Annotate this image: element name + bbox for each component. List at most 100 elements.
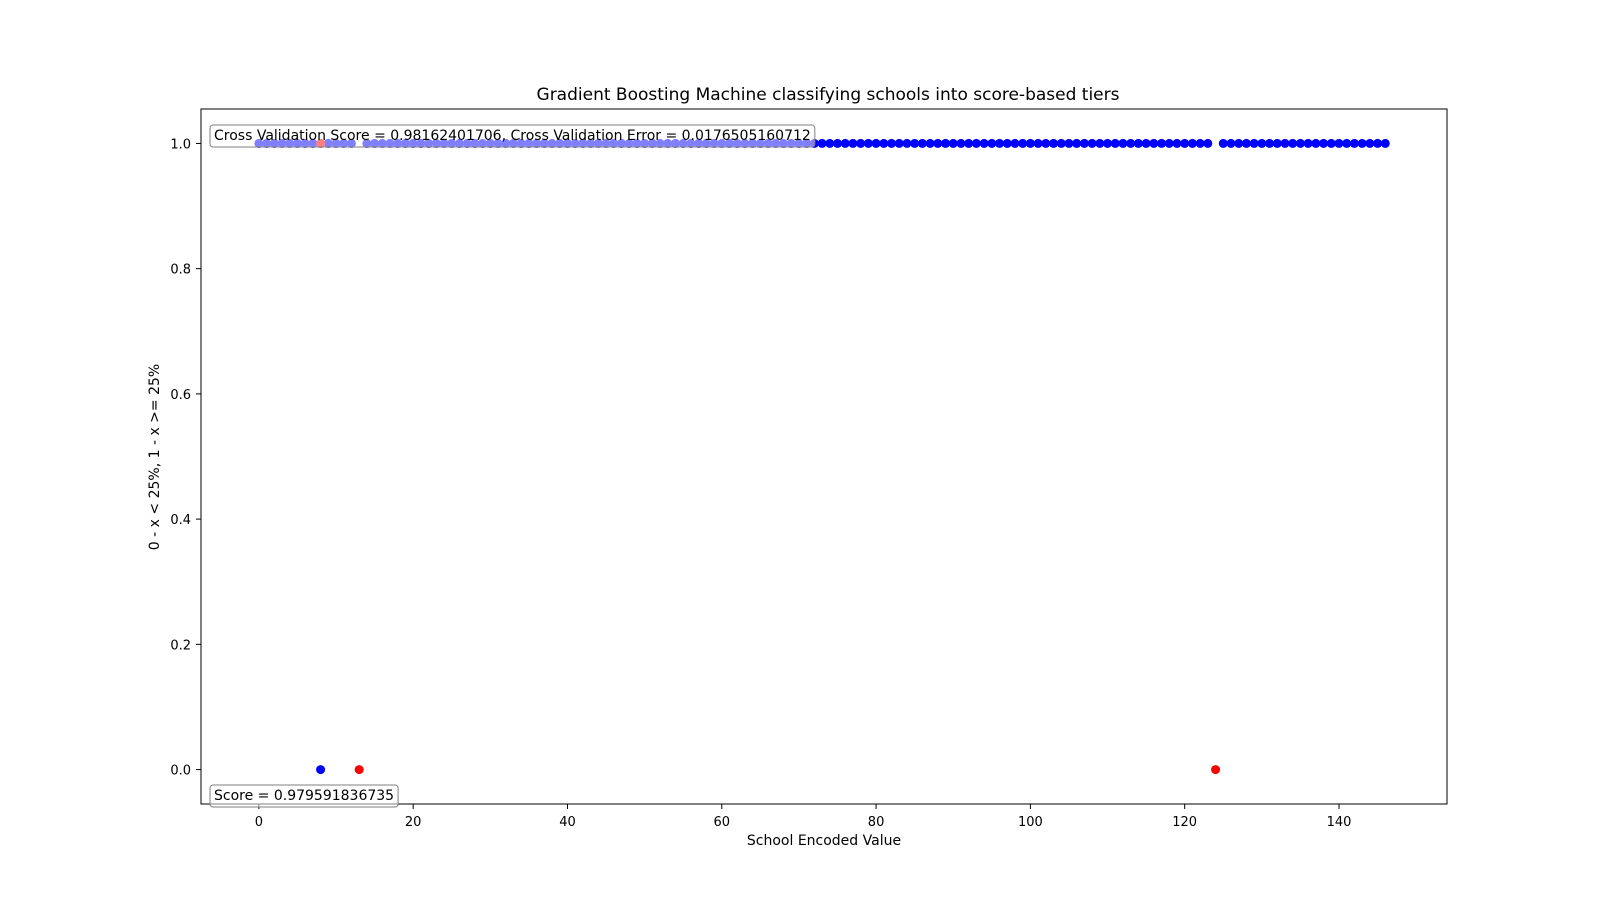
x-tick-label: 20 (405, 815, 422, 830)
point-blue (1380, 138, 1390, 148)
x-axis: 0 20 40 60 80 100 120 140 (255, 804, 1351, 830)
point-blue (1272, 138, 1282, 148)
point-blue (902, 138, 912, 148)
point-blue (1172, 138, 1182, 148)
point-blue (863, 138, 873, 148)
point-blue (1265, 138, 1275, 148)
point-blue (1133, 138, 1143, 148)
point-blue (840, 138, 850, 148)
point-blue (817, 138, 827, 148)
x-tick-label: 0 (255, 815, 263, 830)
point-blue (933, 138, 943, 148)
point-blue (1072, 138, 1082, 148)
point-blue (871, 138, 881, 148)
point-blue (1311, 138, 1321, 148)
point-blue (1334, 138, 1344, 148)
point-blue (1234, 138, 1244, 148)
annotations: Cross Validation Score = 0.98162401706, … (209, 124, 816, 808)
point-blue (1018, 138, 1028, 148)
point-red (1211, 765, 1221, 775)
point-blue (1025, 138, 1035, 148)
point-blue (1087, 138, 1097, 148)
point-blue (1249, 138, 1259, 148)
point-blue (1110, 138, 1120, 148)
point-blue (1303, 138, 1313, 148)
point-blue (1257, 138, 1267, 148)
point-blue (941, 138, 951, 148)
y-tick-label: 0.4 (170, 513, 191, 528)
point-blue (1010, 138, 1020, 148)
point-blue (964, 138, 974, 148)
point-blue (316, 765, 326, 775)
point-blue (879, 138, 889, 148)
point-blue (1295, 138, 1305, 148)
point-blue (925, 138, 935, 148)
point-blue (833, 138, 843, 148)
point-blue (1226, 138, 1236, 148)
y-tick-label: 0.0 (170, 764, 191, 779)
annotation-frame (209, 124, 816, 148)
point-blue (1103, 138, 1113, 148)
point-blue (1187, 138, 1197, 148)
point-blue (1064, 138, 1074, 148)
point-blue (1203, 138, 1213, 148)
point-blue (917, 138, 927, 148)
annotation-text: Score = 0.979591836735 (214, 788, 394, 804)
point-blue (1141, 138, 1151, 148)
y-tick-label: 1.0 (170, 137, 191, 152)
point-blue (995, 138, 1005, 148)
point-blue (1280, 138, 1290, 148)
point-blue (1033, 138, 1043, 148)
point-blue (825, 138, 835, 148)
chart-title: Gradient Boosting Machine classifying sc… (537, 85, 1120, 105)
point-blue (1002, 138, 1012, 148)
point-blue (848, 138, 858, 148)
plot-frame (200, 108, 1448, 805)
point-blue (856, 138, 866, 148)
x-axis-label: School Encoded Value (747, 833, 901, 849)
y-axis-label: 0 - x < 25%, 1 - x >= 25% (147, 364, 163, 550)
point-blue (1373, 138, 1383, 148)
x-tick-label: 120 (1172, 815, 1197, 830)
x-tick-label: 80 (868, 815, 885, 830)
point-blue (1164, 138, 1174, 148)
point-blue (1195, 138, 1205, 148)
point-blue (887, 138, 897, 148)
point-blue (1241, 138, 1251, 148)
point-blue (1349, 138, 1359, 148)
point-red (354, 765, 364, 775)
point-blue (979, 138, 989, 148)
point-blue (1149, 138, 1159, 148)
point-blue (910, 138, 920, 148)
point-blue (1342, 138, 1352, 148)
point-blue (1365, 138, 1375, 148)
point-blue (948, 138, 958, 148)
annotation-box: Cross Validation Score = 0.98162401706, … (209, 124, 816, 148)
point-blue (1357, 138, 1367, 148)
annotation-text: Cross Validation Score = 0.98162401706, … (214, 128, 811, 144)
point-blue (1326, 138, 1336, 148)
point-blue (1056, 138, 1066, 148)
y-tick-label: 0.2 (170, 638, 191, 653)
point-blue (1180, 138, 1190, 148)
annotation-box: Score = 0.979591836735 (209, 784, 399, 808)
point-blue (1049, 138, 1059, 148)
point-blue (1095, 138, 1105, 148)
y-axis: 0.0 0.2 0.4 0.6 0.8 1.0 (170, 137, 201, 779)
x-tick-label: 100 (1018, 815, 1043, 830)
point-blue (894, 138, 904, 148)
x-tick-label: 60 (714, 815, 731, 830)
point-blue (987, 138, 997, 148)
point-blue (956, 138, 966, 148)
annotation-frame (209, 784, 399, 808)
point-blue (1041, 138, 1051, 148)
point-blue (1319, 138, 1329, 148)
point-blue (971, 138, 981, 148)
x-tick-label: 40 (559, 815, 576, 830)
point-blue (1288, 138, 1298, 148)
y-tick-label: 0.6 (170, 388, 191, 403)
point-blue (1218, 138, 1228, 148)
y-tick-label: 0.8 (170, 263, 191, 278)
point-blue (1118, 138, 1128, 148)
